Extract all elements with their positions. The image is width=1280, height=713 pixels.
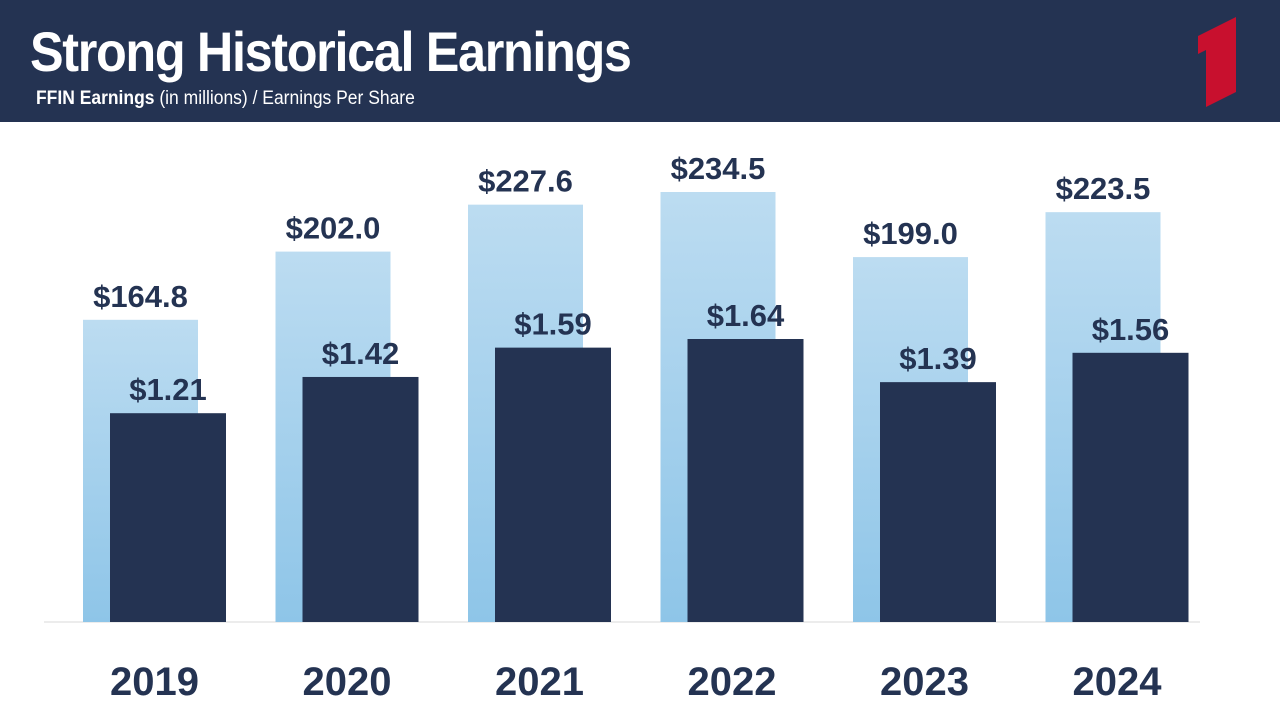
earnings-label-2024: $223.5 [1056, 171, 1151, 206]
x-tick-label-2022: 2022 [688, 660, 777, 704]
earnings-label-2020: $202.0 [286, 211, 381, 246]
page-subtitle: FFIN Earnings (in millions) / Earnings P… [36, 88, 415, 110]
earnings-label-2021: $227.6 [478, 164, 573, 199]
eps-bar-2024 [1072, 352, 1189, 622]
earnings-label-2019: $164.8 [93, 279, 188, 314]
x-tick-label-2023: 2023 [880, 660, 969, 704]
page-title: Strong Historical Earnings [30, 20, 632, 83]
x-tick-label-2020: 2020 [303, 660, 392, 704]
earnings-label-2022: $234.5 [671, 151, 766, 186]
eps-label-2024: $1.56 [1092, 312, 1170, 347]
eps-label-2023: $1.39 [899, 341, 977, 376]
eps-bar-2022 [687, 339, 804, 622]
eps-label-2022: $1.64 [707, 298, 785, 333]
bar-group: $164.8 $1.21 2019 $202.0 $1.42 2020 $227.6 $1.5… [83, 151, 1189, 704]
earnings-label-2023: $199.0 [863, 216, 958, 251]
x-tick-label-2019: 2019 [110, 660, 199, 704]
x-tick-label-2024: 2024 [1073, 660, 1163, 704]
eps-label-2019: $1.21 [129, 372, 207, 407]
subtitle-rest: (in millions) / Earnings Per Share [154, 88, 415, 109]
eps-bar-2019 [110, 413, 226, 622]
number-one-logo-icon [1198, 17, 1236, 107]
header-bar: Strong Historical Earnings FFIN Earnings… [0, 0, 1280, 122]
subtitle-bold: FFIN Earnings [36, 88, 155, 109]
eps-label-2021: $1.59 [514, 307, 592, 342]
eps-label-2020: $1.42 [322, 336, 400, 371]
x-tick-label-2021: 2021 [495, 660, 584, 704]
eps-bar-2021 [495, 347, 611, 622]
eps-bar-2023 [880, 382, 996, 622]
eps-bar-2020 [302, 376, 419, 622]
